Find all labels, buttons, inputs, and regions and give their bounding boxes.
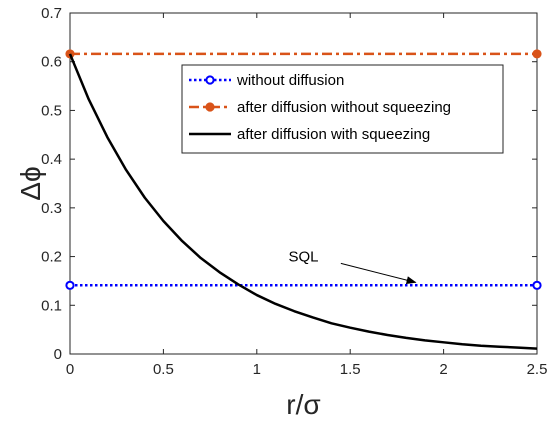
- y-tick-label: 0.5: [41, 102, 62, 119]
- y-axis-label: Δϕ: [15, 166, 46, 200]
- legend-label-3: after diffusion with squeezing: [237, 126, 430, 143]
- y-tick-label: 0: [54, 346, 62, 363]
- plot-area: [69, 12, 538, 355]
- series-line-3: [68, 53, 538, 350]
- legend: without diffusion after diffusion without…: [181, 64, 504, 154]
- y-tick-label: 0.6: [41, 54, 62, 71]
- y-tick-label: 0.7: [41, 5, 62, 22]
- series-1-point: [65, 280, 75, 290]
- annotation-text: SQL: [288, 248, 318, 265]
- series-2-point: [532, 49, 542, 59]
- y-tick-label: 0.3: [41, 200, 62, 217]
- x-tick-label: 1.5: [340, 361, 361, 378]
- x-axis-label: r/σ: [286, 389, 320, 420]
- x-tick-label: 2.5: [527, 361, 548, 378]
- annotation-arrow: [340, 262, 417, 285]
- y-tick-label: 0.2: [41, 249, 62, 266]
- legend-box: [181, 64, 504, 154]
- legend-label-1: without diffusion: [236, 72, 344, 89]
- x-tick-label: 1: [253, 361, 261, 378]
- y-tick-label: 0.4: [41, 151, 62, 168]
- x-tick-label: 0: [66, 361, 74, 378]
- y-tick-label: 0.1: [41, 297, 62, 314]
- x-tick-label: 0.5: [153, 361, 174, 378]
- series-1-point: [532, 280, 542, 290]
- x-tick-label: 2: [439, 361, 447, 378]
- legend-label-2: after diffusion without squeezing: [237, 99, 451, 116]
- legend-marker-1: [205, 75, 215, 85]
- legend-marker-2: [205, 102, 215, 112]
